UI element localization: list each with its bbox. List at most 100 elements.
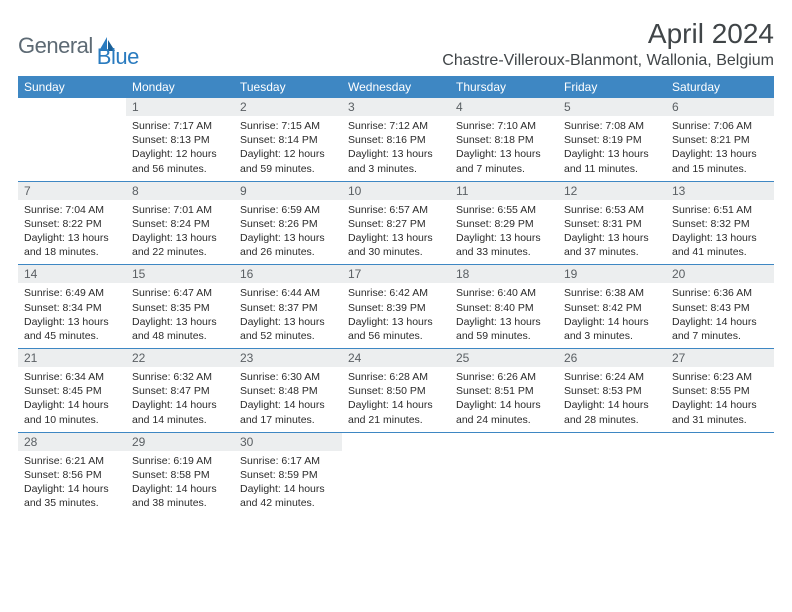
day-details: Sunrise: 6:23 AMSunset: 8:55 PMDaylight:… [666, 367, 774, 432]
day-number: 29 [126, 433, 234, 451]
day-details [450, 437, 558, 495]
day-number: 2 [234, 98, 342, 116]
day-details [558, 437, 666, 495]
day-details [342, 437, 450, 495]
calendar-day-cell: 23Sunrise: 6:30 AMSunset: 8:48 PMDayligh… [234, 349, 342, 433]
sunrise-text: Sunrise: 6:38 AM [564, 286, 660, 300]
daylight-text: Daylight: 13 hours and 26 minutes. [240, 231, 336, 259]
daylight-text: Daylight: 14 hours and 31 minutes. [672, 398, 768, 426]
calendar-table: Sunday Monday Tuesday Wednesday Thursday… [18, 76, 774, 515]
day-number: 8 [126, 182, 234, 200]
sunrise-text: Sunrise: 6:55 AM [456, 203, 552, 217]
day-number: 28 [18, 433, 126, 451]
sunrise-text: Sunrise: 6:44 AM [240, 286, 336, 300]
calendar-day-cell: 9Sunrise: 6:59 AMSunset: 8:26 PMDaylight… [234, 181, 342, 265]
sunrise-text: Sunrise: 6:53 AM [564, 203, 660, 217]
calendar-day-cell: 5Sunrise: 7:08 AMSunset: 8:19 PMDaylight… [558, 98, 666, 181]
sunrise-text: Sunrise: 6:32 AM [132, 370, 228, 384]
day-number: 26 [558, 349, 666, 367]
sunrise-text: Sunrise: 6:21 AM [24, 454, 120, 468]
location-subtitle: Chastre-Villeroux-Blanmont, Wallonia, Be… [442, 52, 774, 70]
day-details: Sunrise: 6:53 AMSunset: 8:31 PMDaylight:… [558, 200, 666, 265]
daylight-text: Daylight: 14 hours and 21 minutes. [348, 398, 444, 426]
calendar-day-cell: 4Sunrise: 7:10 AMSunset: 8:18 PMDaylight… [450, 98, 558, 181]
sunset-text: Sunset: 8:50 PM [348, 384, 444, 398]
sunset-text: Sunset: 8:14 PM [240, 133, 336, 147]
calendar-day-cell: 25Sunrise: 6:26 AMSunset: 8:51 PMDayligh… [450, 349, 558, 433]
day-number: 11 [450, 182, 558, 200]
calendar-day-cell: 14Sunrise: 6:49 AMSunset: 8:34 PMDayligh… [18, 265, 126, 349]
weekday-header: Saturday [666, 76, 774, 98]
calendar-day-cell: 26Sunrise: 6:24 AMSunset: 8:53 PMDayligh… [558, 349, 666, 433]
calendar-day-cell: 22Sunrise: 6:32 AMSunset: 8:47 PMDayligh… [126, 349, 234, 433]
day-details: Sunrise: 6:30 AMSunset: 8:48 PMDaylight:… [234, 367, 342, 432]
sunset-text: Sunset: 8:53 PM [564, 384, 660, 398]
daylight-text: Daylight: 13 hours and 33 minutes. [456, 231, 552, 259]
daylight-text: Daylight: 13 hours and 3 minutes. [348, 147, 444, 175]
sunset-text: Sunset: 8:35 PM [132, 301, 228, 315]
daylight-text: Daylight: 14 hours and 3 minutes. [564, 315, 660, 343]
day-number: 12 [558, 182, 666, 200]
calendar-day-cell: 6Sunrise: 7:06 AMSunset: 8:21 PMDaylight… [666, 98, 774, 181]
calendar-week-row: 28Sunrise: 6:21 AMSunset: 8:56 PMDayligh… [18, 432, 774, 515]
day-details: Sunrise: 6:28 AMSunset: 8:50 PMDaylight:… [342, 367, 450, 432]
sunrise-text: Sunrise: 6:47 AM [132, 286, 228, 300]
sunset-text: Sunset: 8:45 PM [24, 384, 120, 398]
page-header: General Blue April 2024 Chastre-Villerou… [18, 18, 774, 70]
sunset-text: Sunset: 8:51 PM [456, 384, 552, 398]
sunset-text: Sunset: 8:24 PM [132, 217, 228, 231]
day-number: 14 [18, 265, 126, 283]
calendar-day-cell [558, 432, 666, 515]
day-number: 3 [342, 98, 450, 116]
sunrise-text: Sunrise: 7:15 AM [240, 119, 336, 133]
day-details: Sunrise: 6:59 AMSunset: 8:26 PMDaylight:… [234, 200, 342, 265]
weekday-header: Wednesday [342, 76, 450, 98]
sunrise-text: Sunrise: 6:28 AM [348, 370, 444, 384]
weekday-header-row: Sunday Monday Tuesday Wednesday Thursday… [18, 76, 774, 98]
calendar-week-row: 21 Sunrise: 6:34 AMSunset: 8:45 PM Dayligh… [18, 349, 774, 433]
day-number: 18 [450, 265, 558, 283]
sunrise-text: Sunrise: 6:24 AM [564, 370, 660, 384]
day-details: Sunrise: 7:08 AMSunset: 8:19 PMDaylight:… [558, 116, 666, 181]
calendar-day-cell [342, 432, 450, 515]
sunrise-text: Sunrise: 6:51 AM [672, 203, 768, 217]
day-details: Sunrise: 6:26 AMSunset: 8:51 PMDaylight:… [450, 367, 558, 432]
sunset-text: Sunset: 8:55 PM [672, 384, 768, 398]
day-number: 23 [234, 349, 342, 367]
calendar-day-cell: 17Sunrise: 6:42 AMSunset: 8:39 PMDayligh… [342, 265, 450, 349]
sunrise-text: Sunrise: 6:40 AM [456, 286, 552, 300]
daylight-text: Daylight: 14 hours and 17 minutes. [240, 398, 336, 426]
calendar-day-cell: 30Sunrise: 6:17 AMSunset: 8:59 PMDayligh… [234, 432, 342, 515]
day-number: 16 [234, 265, 342, 283]
day-details [18, 102, 126, 160]
day-number: 25 [450, 349, 558, 367]
sunset-text: Sunset: 8:21 PM [672, 133, 768, 147]
calendar-day-cell: 13Sunrise: 6:51 AMSunset: 8:32 PMDayligh… [666, 181, 774, 265]
calendar-day-cell: 28Sunrise: 6:21 AMSunset: 8:56 PMDayligh… [18, 432, 126, 515]
sunset-text: Sunset: 8:29 PM [456, 217, 552, 231]
sunset-text: Sunset: 8:27 PM [348, 217, 444, 231]
day-number: 1 [126, 98, 234, 116]
daylight-text: Daylight: 14 hours and 35 minutes. [24, 482, 120, 510]
sunrise-text: Sunrise: 7:12 AM [348, 119, 444, 133]
sunset-text: Sunset: 8:22 PM [24, 217, 120, 231]
calendar-week-row: 7Sunrise: 7:04 AMSunset: 8:22 PMDaylight… [18, 181, 774, 265]
day-number: 17 [342, 265, 450, 283]
sunrise-text: Sunrise: 6:34 AM [24, 370, 120, 384]
day-details: Sunrise: 6:42 AMSunset: 8:39 PMDaylight:… [342, 283, 450, 348]
weekday-header: Sunday [18, 76, 126, 98]
day-details: Sunrise: 6:55 AMSunset: 8:29 PMDaylight:… [450, 200, 558, 265]
sunrise-text: Sunrise: 6:49 AM [24, 286, 120, 300]
day-number: 15 [126, 265, 234, 283]
day-number: 30 [234, 433, 342, 451]
sunrise-text: Sunrise: 7:06 AM [672, 119, 768, 133]
day-details: Sunrise: 7:06 AMSunset: 8:21 PMDaylight:… [666, 116, 774, 181]
daylight-text: Daylight: 13 hours and 45 minutes. [24, 315, 120, 343]
calendar-day-cell: 3Sunrise: 7:12 AMSunset: 8:16 PMDaylight… [342, 98, 450, 181]
daylight-text: Daylight: 13 hours and 56 minutes. [348, 315, 444, 343]
daylight-text: Daylight: 12 hours and 59 minutes. [240, 147, 336, 175]
daylight-text: Daylight: 13 hours and 11 minutes. [564, 147, 660, 175]
day-number: 21 [18, 349, 126, 367]
sunrise-text: Sunrise: 7:01 AM [132, 203, 228, 217]
day-details: Sunrise: 7:01 AMSunset: 8:24 PMDaylight:… [126, 200, 234, 265]
